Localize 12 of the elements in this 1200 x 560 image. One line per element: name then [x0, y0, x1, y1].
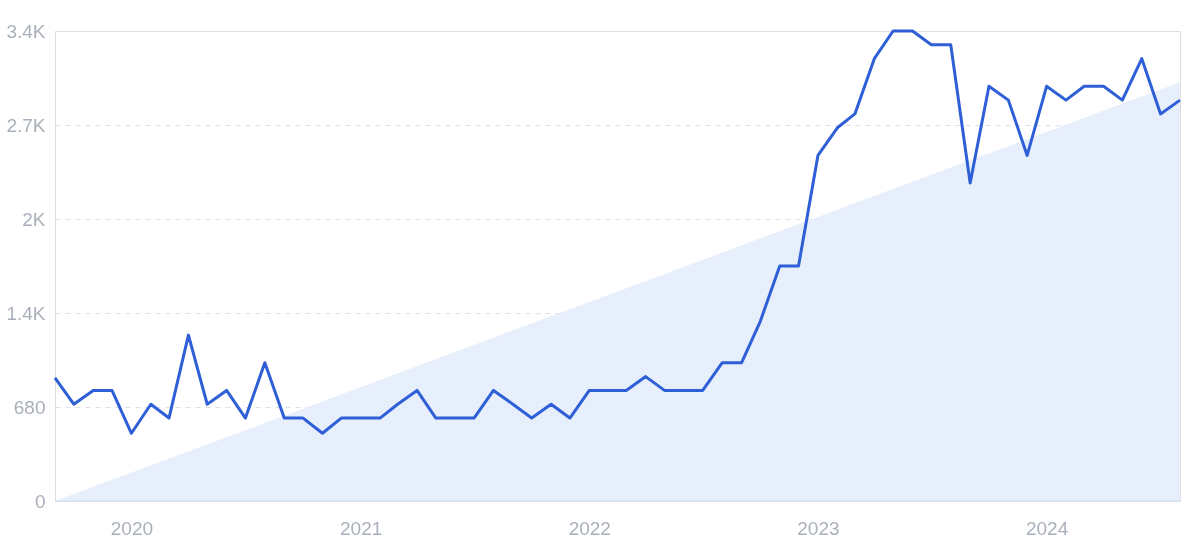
- y-tick-label: 680: [13, 396, 46, 418]
- x-tick-label: 2022: [568, 517, 611, 539]
- y-tick-label: 0: [34, 490, 46, 512]
- x-tick-label: 2020: [110, 517, 154, 539]
- y-tick-label: 2.7K: [6, 114, 46, 136]
- y-tick-label: 3.4K: [6, 20, 46, 42]
- y-tick-label: 2K: [22, 208, 46, 230]
- y-tick-label: 1.4K: [6, 302, 46, 324]
- x-tick-label: 2021: [340, 517, 383, 539]
- line-series: [53, 29, 1182, 435]
- x-tick-label: 2023: [797, 517, 840, 539]
- x-tick-label: 2024: [1025, 517, 1069, 539]
